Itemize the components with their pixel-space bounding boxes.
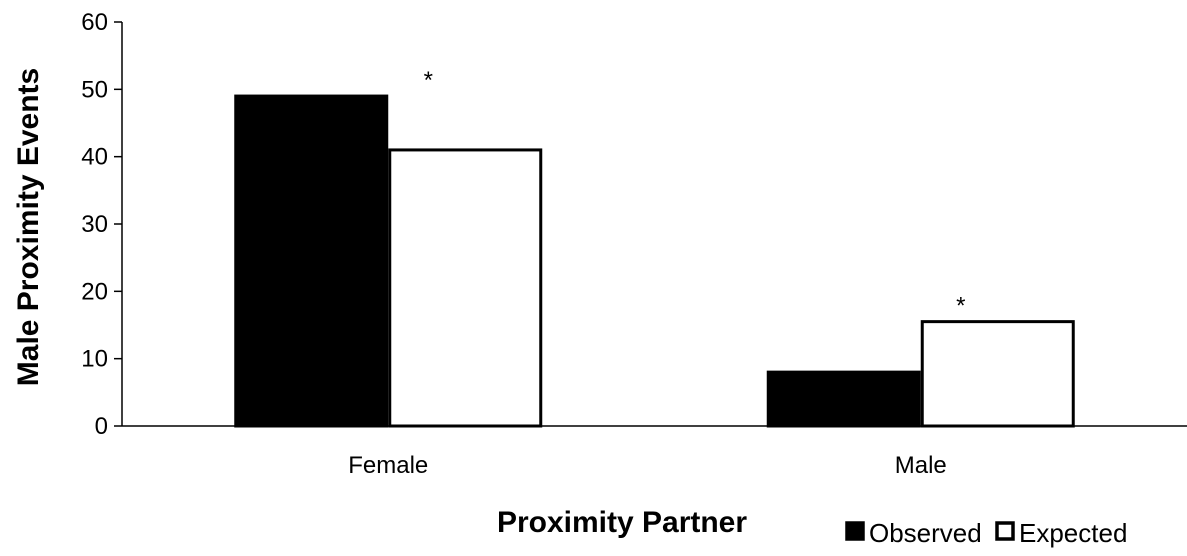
legend-swatch-expected [997, 523, 1013, 539]
y-tick-label: 0 [95, 413, 108, 440]
y-axis-title: Male Proximity Events [12, 68, 45, 386]
legend-swatch-observed [847, 523, 863, 539]
significance-marker: * [956, 293, 965, 320]
bar-expected-female [390, 150, 541, 426]
y-tick-label: 10 [81, 346, 108, 373]
bar-expected-male [922, 322, 1073, 426]
bar-observed-male [768, 372, 919, 426]
significance-marker: * [424, 67, 433, 94]
x-axis-title: Proximity Partner [497, 506, 747, 539]
x-tick-label: Female [348, 452, 428, 479]
y-tick-label: 60 [81, 9, 108, 36]
bars [236, 96, 1074, 426]
legend-label-observed: Observed [869, 518, 982, 548]
y-axis: 0 10 20 30 40 50 60 [81, 9, 122, 440]
y-tick-label: 20 [81, 278, 108, 305]
legend: Observed Expected [847, 518, 1127, 548]
y-tick-label: 50 [81, 76, 108, 103]
y-tick-label: 30 [81, 211, 108, 238]
y-tick-label: 40 [81, 144, 108, 171]
bar-observed-female [236, 96, 387, 426]
legend-label-expected: Expected [1019, 518, 1127, 548]
x-axis: Female Male [122, 426, 1187, 479]
x-tick-label: Male [895, 452, 947, 479]
